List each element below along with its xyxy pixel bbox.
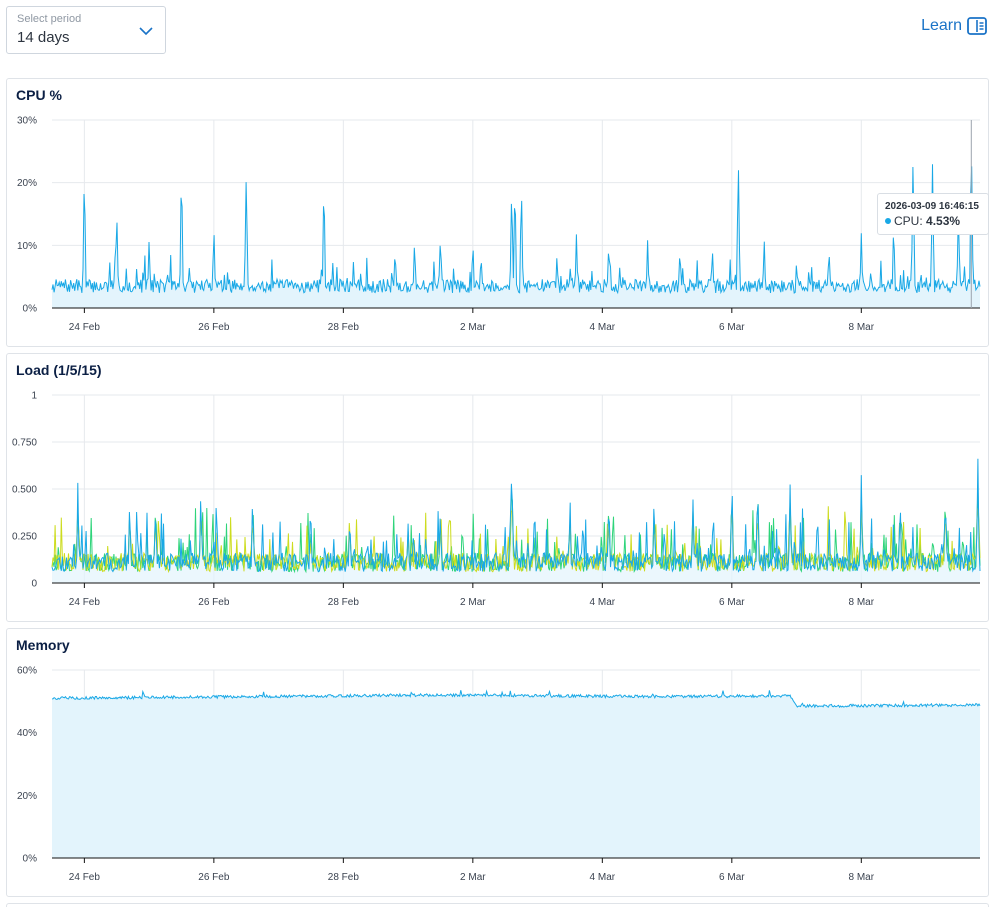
x-tick-label: 28 Feb [328, 597, 360, 608]
x-tick-label: 26 Feb [198, 597, 230, 608]
x-tick-label: 24 Feb [69, 322, 101, 333]
y-tick-label: 0.250 [12, 532, 37, 543]
tooltip-row: CPU: 4.53% [885, 214, 960, 228]
load-chart-panel: Load (1/5/15) 0 0.250 0.500 0.750 1 24 Feb 26 … [6, 353, 989, 622]
chart-title: Memory [16, 637, 70, 653]
next-panel-edge [6, 903, 989, 907]
x-tick-label: 2 Mar [460, 322, 486, 333]
x-tick-label: 28 Feb [328, 872, 360, 883]
y-tick-label: 0% [23, 854, 38, 865]
y-tick-label: 0 [31, 579, 37, 590]
load-1-series-line [51, 458, 981, 573]
y-tick-label: 1 [31, 391, 37, 402]
cpu-chart[interactable]: 0% 10% 20% 30% 24 Feb 26 Feb 28 Feb 2 Mar 4 Mar 6… [7, 79, 988, 346]
y-tick-label: 60% [17, 666, 37, 677]
learn-link-label: Learn [921, 17, 962, 34]
x-tick-label: 24 Feb [69, 597, 101, 608]
x-tick-label: 8 Mar [849, 872, 875, 883]
document-icon [967, 17, 987, 35]
memory-chart[interactable]: 0% 20% 40% 60% 24 Feb 26 Feb 28 Feb 2 Mar 4 Mar 6… [7, 629, 988, 896]
chevron-down-icon [139, 27, 153, 36]
x-tick-label: 26 Feb [198, 322, 230, 333]
memory-area [52, 690, 980, 858]
period-select-label: Select period [17, 13, 82, 25]
cpu-legend-dot [885, 218, 891, 224]
x-tick-label: 26 Feb [198, 872, 230, 883]
load-chart[interactable]: 0 0.250 0.500 0.750 1 24 Feb 26 Feb 28 Feb 2 Mar… [7, 354, 988, 621]
x-tick-label: 24 Feb [69, 872, 101, 883]
chart-title: CPU % [16, 87, 62, 103]
learn-link[interactable]: Learn [921, 15, 987, 37]
tooltip-series: CPU: [894, 214, 923, 228]
x-tick-label: 4 Mar [590, 872, 616, 883]
x-tick-label: 8 Mar [849, 322, 875, 333]
x-tick-label: 4 Mar [590, 322, 616, 333]
x-tick-label: 4 Mar [590, 597, 616, 608]
y-tick-label: 30% [17, 116, 37, 127]
y-tick-label: 10% [17, 241, 37, 252]
cpu-series-line [51, 164, 981, 295]
cpu-chart-panel: CPU % 0% 10% 20% 30% 24 Feb 26 Feb 28 Feb 2 Mar… [6, 78, 989, 347]
x-tick-label: 28 Feb [328, 322, 360, 333]
memory-series-line [52, 689, 981, 709]
period-select-value: 14 days [17, 29, 70, 46]
x-tick-label: 6 Mar [719, 597, 745, 608]
x-tick-label: 6 Mar [719, 872, 745, 883]
y-tick-label: 0% [23, 304, 38, 315]
x-tick-label: 2 Mar [460, 872, 486, 883]
y-tick-label: 20% [17, 178, 37, 189]
period-select[interactable]: Select period 14 days [6, 6, 166, 54]
x-tick-label: 2 Mar [460, 597, 486, 608]
tooltip-value: 4.53% [926, 214, 961, 228]
x-tick-label: 6 Mar [719, 322, 745, 333]
y-tick-label: 0.500 [12, 485, 37, 496]
x-tick-label: 8 Mar [849, 597, 875, 608]
tooltip-time: 2026-03-09 16:46:15 [885, 201, 979, 212]
y-tick-label: 20% [17, 791, 37, 802]
memory-chart-panel: Memory 0% 20% 40% 60% 24 Feb 26 Feb 28 Feb 2 Ma… [6, 628, 989, 897]
y-tick-label: 40% [17, 728, 37, 739]
chart-tooltip: 2026-03-09 16:46:15 CPU: 4.53% [877, 193, 989, 235]
chart-title: Load (1/5/15) [16, 362, 102, 378]
y-tick-label: 0.750 [12, 438, 37, 449]
